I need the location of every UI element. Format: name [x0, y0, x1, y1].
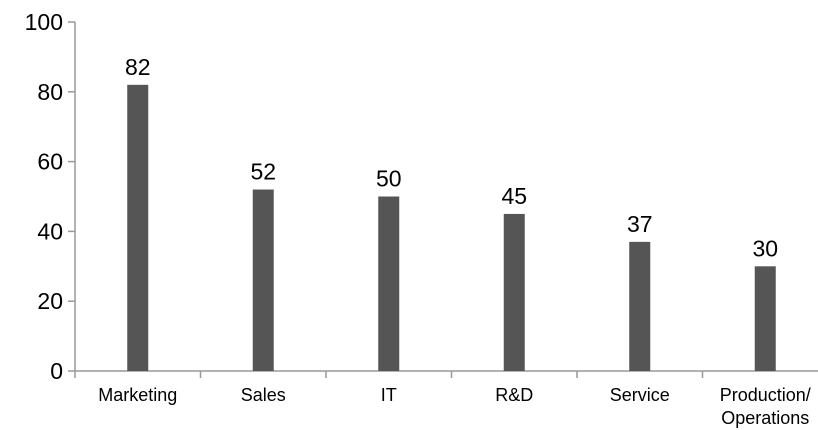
y-tick-label: 60: [37, 149, 63, 175]
x-tick-label-line: Service: [610, 385, 670, 405]
x-tick-label-line: R&D: [495, 385, 533, 405]
x-tick-label: Marketing: [98, 385, 177, 405]
y-tick-label: 80: [37, 79, 63, 105]
x-tick-label-line: Marketing: [98, 385, 177, 405]
y-tick-label: 20: [37, 288, 63, 314]
x-tick-label-line: IT: [381, 385, 397, 405]
x-tick-label: IT: [381, 385, 397, 405]
x-tick-label: Sales: [241, 385, 286, 405]
x-tick-label: R&D: [495, 385, 533, 405]
data-label: 52: [250, 159, 276, 185]
data-labels: 82 52 50 45 37 30: [125, 54, 778, 261]
data-label: 45: [501, 183, 527, 209]
bar-service: [629, 241, 651, 371]
data-label: 50: [376, 166, 402, 192]
bar-marketing: [127, 84, 149, 371]
data-label: 82: [125, 54, 151, 80]
y-axis: 0 20 40 60 80 100: [25, 9, 76, 384]
x-tick-label-line: Production/: [720, 385, 811, 405]
y-tick-label: 100: [25, 9, 63, 35]
bar-r-d: [503, 213, 525, 371]
bar-it: [378, 196, 400, 371]
bar-series: [127, 84, 776, 371]
x-tick-label: Production/Operations: [720, 385, 811, 428]
x-tick-label-line: Operations: [721, 408, 809, 428]
data-label: 30: [752, 235, 778, 261]
bar-sales: [252, 189, 274, 371]
y-tick-label: 40: [37, 218, 63, 244]
y-tick-label: 0: [50, 358, 63, 384]
data-label: 37: [627, 211, 653, 237]
x-tick-label-line: Sales: [241, 385, 286, 405]
x-tick-label: Service: [610, 385, 670, 405]
bar-production-operations: [754, 266, 776, 371]
x-axis: Marketing Sales IT R&D Service Production/Ope…: [74, 370, 818, 428]
